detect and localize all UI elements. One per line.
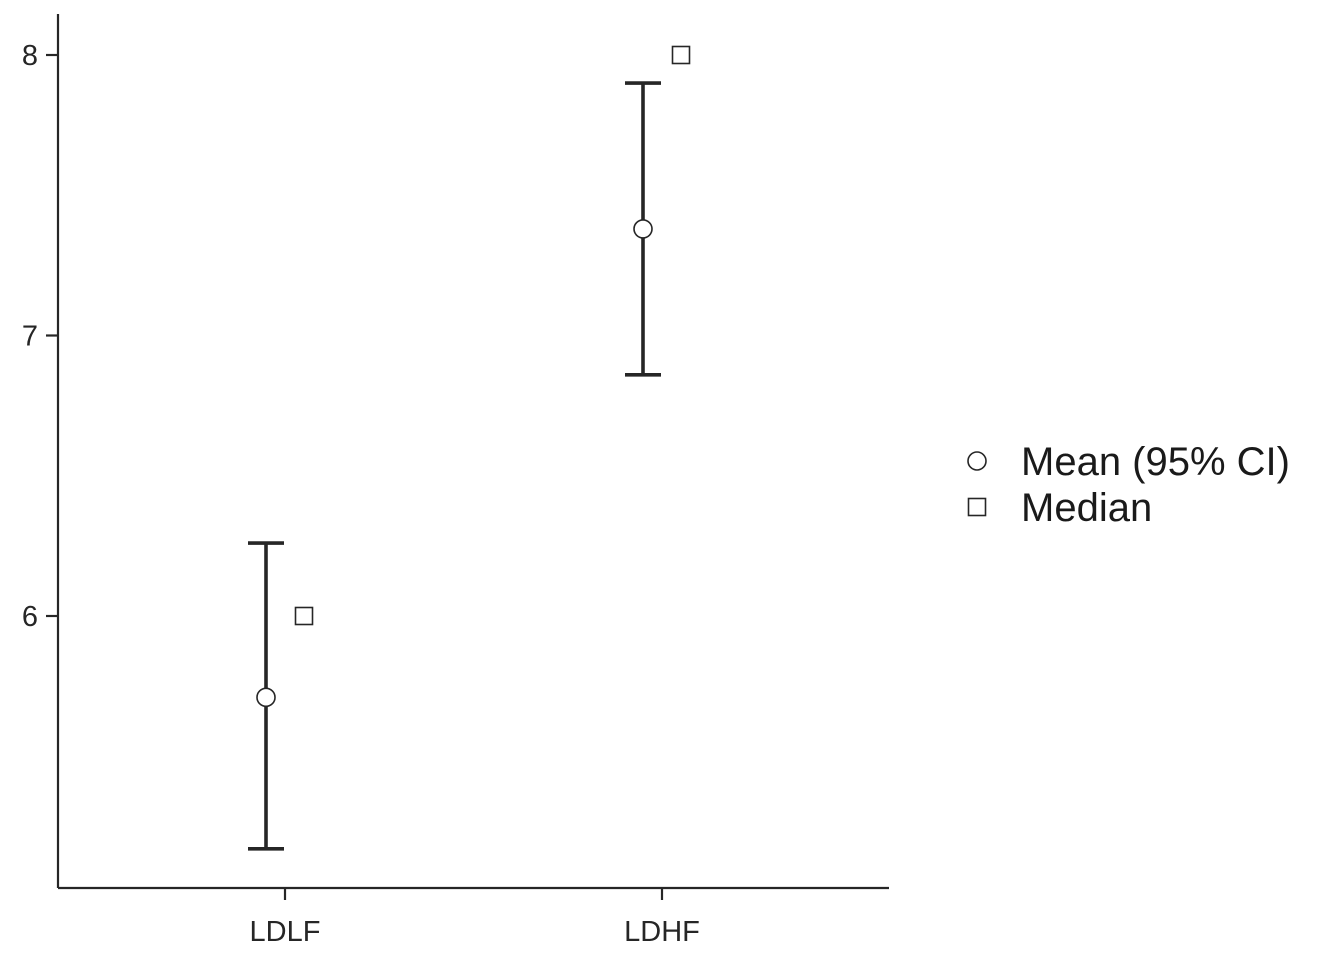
mean-point <box>633 219 653 239</box>
x-tick-label: LDHF <box>624 916 700 948</box>
y-tick-label: 7 <box>22 321 38 353</box>
y-tick-label: 6 <box>22 601 38 633</box>
median-point <box>294 606 314 626</box>
legend-mean-label: Mean (95% CI) <box>1021 440 1290 484</box>
legend-median-marker <box>967 497 987 517</box>
legend-mean-marker <box>967 451 987 471</box>
marks <box>248 45 691 851</box>
legend-median-label: Median <box>1021 486 1152 530</box>
mean-point <box>256 687 276 708</box>
legend: Mean (95% CI)Median <box>967 440 1290 530</box>
axes: 6 7 8 LDLF LDHF <box>22 14 889 948</box>
median-point <box>671 45 691 65</box>
x-tick-label: LDLF <box>250 916 321 948</box>
y-tick-label: 8 <box>22 40 38 72</box>
